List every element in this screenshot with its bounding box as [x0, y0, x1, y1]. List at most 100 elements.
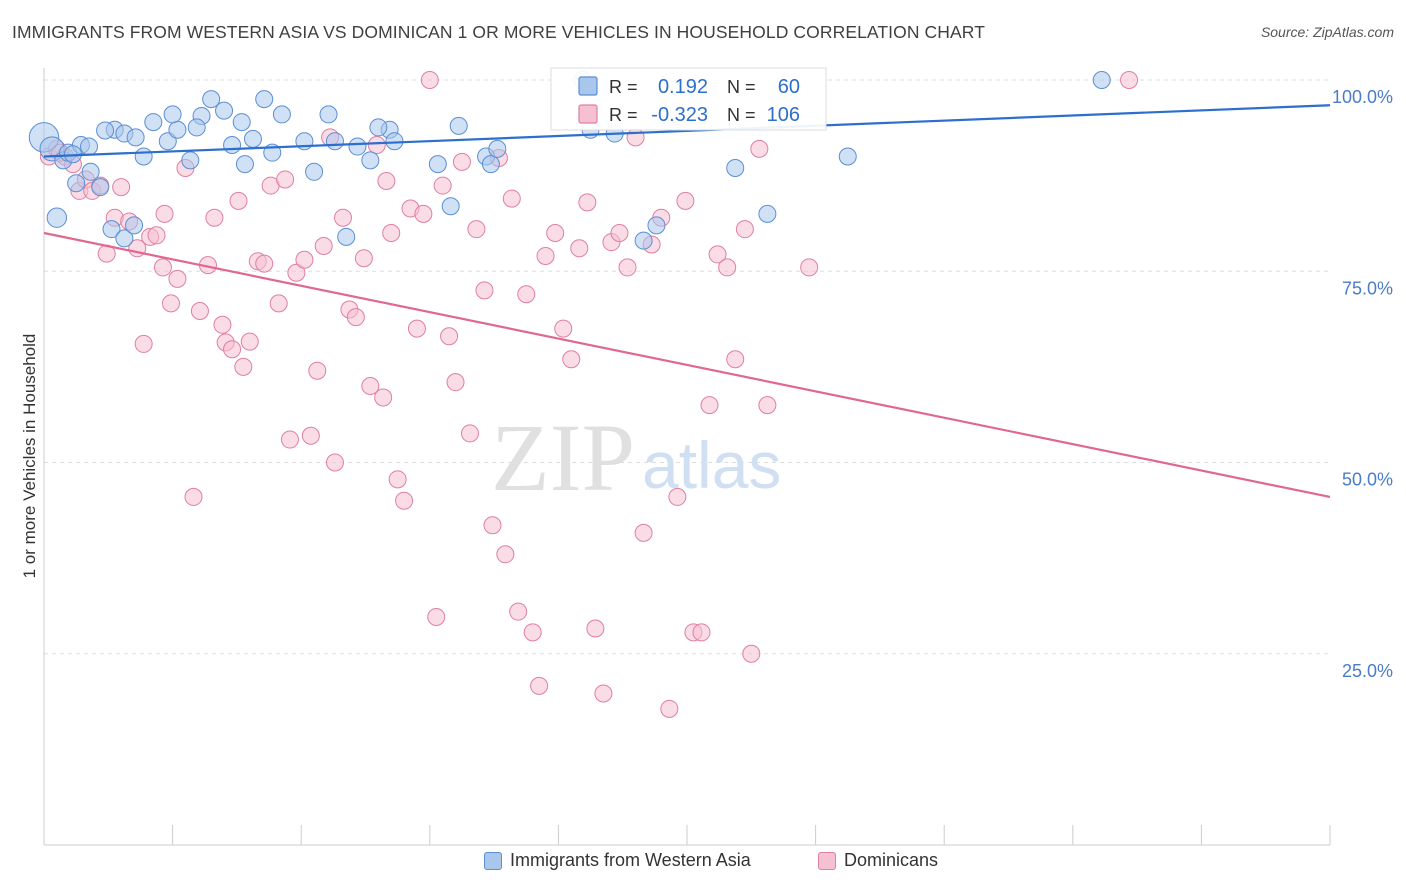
- data-point-pink: [354, 249, 373, 268]
- stats-n-value: 60: [778, 76, 800, 98]
- data-point-pink: [377, 171, 396, 190]
- data-point-blue: [134, 147, 153, 166]
- chart-title: IMMIGRANTS FROM WESTERN ASIA VS DOMINICA…: [12, 22, 986, 42]
- data-point-pink: [618, 258, 637, 277]
- data-point-pink: [800, 258, 819, 277]
- tick-labels: 100.0%75.0%50.0%25.0%0.0%80.0%: [1332, 87, 1393, 681]
- data-point-pink: [750, 139, 769, 158]
- data-point-pink: [562, 350, 581, 369]
- data-point-pink: [467, 220, 486, 239]
- data-point-pink: [668, 487, 687, 506]
- data-point-blue: [634, 231, 653, 250]
- data-point-pink: [346, 308, 365, 327]
- scatter-chart: ZIP atlas 1 or more Vehicles in Househol…: [20, 67, 1393, 846]
- data-point-pink: [460, 424, 479, 443]
- data-point-blue: [488, 139, 507, 158]
- data-point-pink: [700, 396, 719, 415]
- data-point-blue: [449, 116, 468, 135]
- data-point-pink: [308, 361, 327, 380]
- data-point-blue: [441, 197, 460, 216]
- data-point-pink: [692, 623, 711, 642]
- data-point-pink: [276, 170, 295, 189]
- data-point-pink: [314, 237, 333, 256]
- data-point-blue: [325, 132, 344, 151]
- data-point-blue: [223, 136, 242, 155]
- data-point-blue: [163, 105, 182, 124]
- trend-line-blue: [43, 104, 1331, 158]
- data-point-pink: [112, 178, 131, 197]
- stats-n-label: N =: [727, 105, 756, 125]
- data-point-pink: [440, 327, 459, 346]
- data-point-pink: [147, 226, 166, 245]
- data-point-blue: [481, 155, 500, 174]
- y-tick-label: 75.0%: [1342, 278, 1393, 298]
- data-point-pink: [134, 334, 153, 353]
- data-point-blue: [187, 118, 206, 137]
- data-point-pink: [586, 619, 605, 638]
- watermark-zip: ZIP: [491, 404, 635, 511]
- data-point-pink: [155, 204, 174, 223]
- data-point-pink: [517, 285, 536, 304]
- data-point-pink: [446, 373, 465, 392]
- stats-r-value: 0.192: [658, 76, 708, 98]
- data-point-pink: [726, 350, 745, 369]
- legend-item-dominicans: Dominicans: [818, 850, 938, 871]
- data-point-pink: [452, 152, 471, 171]
- data-point-pink: [610, 224, 629, 242]
- data-point-blue: [243, 129, 262, 148]
- data-point-pink: [367, 136, 386, 155]
- data-point-blue: [319, 105, 338, 124]
- data-point-blue: [115, 229, 134, 248]
- data-point-pink: [523, 623, 542, 642]
- data-point-blue: [168, 120, 187, 139]
- legend-label-dominicans: Dominicans: [844, 850, 939, 870]
- data-point-pink: [594, 684, 613, 703]
- data-point-pink: [626, 128, 645, 147]
- data-point-blue: [337, 227, 356, 246]
- data-point-pink: [161, 294, 180, 313]
- data-point-pink: [530, 676, 549, 695]
- data-point-pink: [280, 430, 299, 449]
- data-point-pink: [184, 487, 203, 506]
- data-point-blue: [202, 90, 221, 109]
- data-point-pink: [708, 245, 727, 264]
- chart-source: Source: ZipAtlas.com: [1260, 24, 1394, 40]
- data-point-blue: [255, 90, 274, 109]
- data-point-pink: [223, 340, 242, 359]
- data-point-pink: [240, 332, 259, 351]
- data-point-blue: [144, 113, 163, 132]
- y-axis-label: 1 or more Vehicles in Household: [20, 334, 39, 579]
- data-point-pink: [496, 545, 515, 564]
- data-point-pink: [536, 246, 555, 265]
- data-point-blue: [125, 216, 144, 235]
- legend-item-western-asia: Immigrants from Western Asia: [484, 850, 751, 871]
- data-point-pink: [735, 220, 754, 239]
- data-point-blue: [126, 128, 145, 147]
- data-point-pink: [190, 302, 209, 321]
- data-point-blue: [369, 118, 388, 137]
- data-point-pink: [554, 319, 573, 338]
- data-point-pink: [407, 319, 426, 338]
- data-points: [28, 71, 1139, 718]
- y-tick-label: 100.0%: [1332, 87, 1393, 107]
- data-point-pink: [213, 315, 232, 334]
- data-point-pink: [388, 470, 407, 489]
- legend-label-western-asia: Immigrants from Western Asia: [510, 850, 751, 870]
- data-point-blue: [46, 207, 68, 228]
- data-point-pink: [578, 193, 597, 212]
- data-point-pink: [295, 250, 314, 269]
- data-point-blue: [102, 220, 121, 239]
- y-tick-label: 25.0%: [1342, 661, 1393, 681]
- data-point-blue: [348, 137, 367, 156]
- trend-lines: [43, 104, 1331, 499]
- data-point-pink: [333, 208, 352, 227]
- data-point-pink: [287, 263, 306, 282]
- data-point-pink: [269, 294, 288, 313]
- data-point-pink: [546, 224, 565, 242]
- data-point-blue: [1092, 71, 1111, 89]
- data-point-blue: [758, 204, 777, 223]
- legend-swatch-pink: [818, 851, 836, 870]
- data-point-blue: [67, 174, 86, 193]
- axes: [43, 68, 1331, 846]
- stats-n-label: N =: [727, 77, 756, 97]
